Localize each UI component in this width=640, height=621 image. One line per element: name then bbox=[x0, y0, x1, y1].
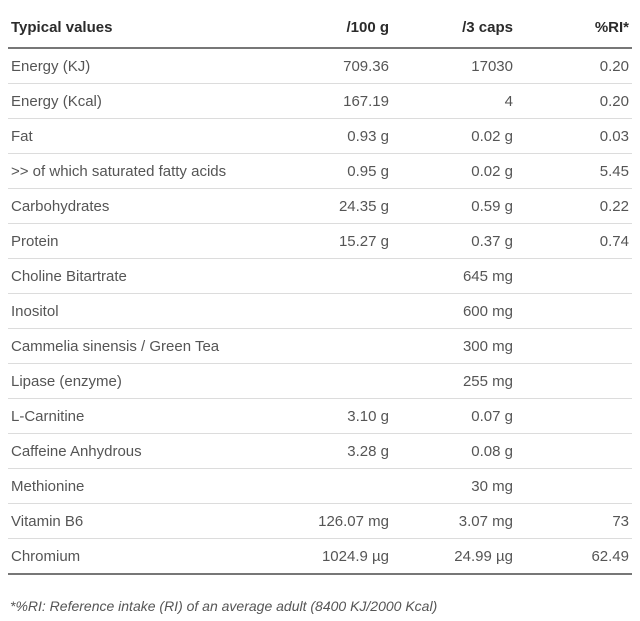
per-3-caps-value: 0.02 g bbox=[392, 118, 516, 154]
per-3-caps-value: 30 mg bbox=[392, 468, 516, 504]
ri-value: 0.20 bbox=[516, 48, 632, 84]
per-3-caps-value: 0.59 g bbox=[392, 188, 516, 224]
table-row: Inositol 600 mg bbox=[8, 293, 632, 329]
ri-value bbox=[516, 328, 632, 364]
table-row: Vitamin B6 126.07 mg 3.07 mg 73 bbox=[8, 503, 632, 539]
nutrient-name: Methionine bbox=[8, 468, 266, 504]
table-row: Choline Bitartrate 645 mg bbox=[8, 258, 632, 294]
table-row: Lipase (enzyme) 255 mg bbox=[8, 363, 632, 399]
nutrient-name: Cammelia sinensis / Green Tea bbox=[8, 328, 266, 364]
table-row: L-Carnitine 3.10 g 0.07 g bbox=[8, 398, 632, 434]
per-100g-value: 126.07 mg bbox=[266, 503, 392, 539]
per-3-caps-value: 24.99 µg bbox=[392, 538, 516, 575]
per-100g-value bbox=[266, 293, 392, 329]
per-100g-value: 0.93 g bbox=[266, 118, 392, 154]
per-3-caps-value: 4 bbox=[392, 83, 516, 119]
per-100g-value: 3.28 g bbox=[266, 433, 392, 469]
table-row: Energy (KJ) 709.36 17030 0.20 bbox=[8, 48, 632, 84]
table-row: Fat 0.93 g 0.02 g 0.03 bbox=[8, 118, 632, 154]
per-100g-value bbox=[266, 258, 392, 294]
table-row: Caffeine Anhydrous 3.28 g 0.08 g bbox=[8, 433, 632, 469]
ri-value: 0.74 bbox=[516, 223, 632, 259]
per-100g-value: 709.36 bbox=[266, 48, 392, 84]
ri-value bbox=[516, 398, 632, 434]
per-3-caps-value: 0.08 g bbox=[392, 433, 516, 469]
nutrient-name: Caffeine Anhydrous bbox=[8, 433, 266, 469]
ri-value bbox=[516, 258, 632, 294]
per-100g-value bbox=[266, 328, 392, 364]
per-3-caps-value: 300 mg bbox=[392, 328, 516, 364]
nutrient-name: Energy (KJ) bbox=[8, 48, 266, 84]
table-row: Protein 15.27 g 0.37 g 0.74 bbox=[8, 223, 632, 259]
nutrition-table: Typical values /100 g /3 caps %RI* Energ… bbox=[8, 8, 632, 575]
nutrient-name: Chromium bbox=[8, 538, 266, 575]
ri-value bbox=[516, 293, 632, 329]
per-3-caps-value: 600 mg bbox=[392, 293, 516, 329]
ri-value: 0.22 bbox=[516, 188, 632, 224]
per-100g-value: 167.19 bbox=[266, 83, 392, 119]
per-3-caps-value: 3.07 mg bbox=[392, 503, 516, 539]
per-3-caps-value: 255 mg bbox=[392, 363, 516, 399]
ri-value: 0.03 bbox=[516, 118, 632, 154]
header-typical-values: Typical values bbox=[8, 8, 266, 49]
per-3-caps-value: 645 mg bbox=[392, 258, 516, 294]
ri-value: 5.45 bbox=[516, 153, 632, 189]
nutrient-name: Protein bbox=[8, 223, 266, 259]
ri-value: 62.49 bbox=[516, 538, 632, 575]
nutrient-name: Energy (Kcal) bbox=[8, 83, 266, 119]
ri-value bbox=[516, 433, 632, 469]
per-100g-value bbox=[266, 363, 392, 399]
per-3-caps-value: 0.02 g bbox=[392, 153, 516, 189]
table-row: >> of which saturated fatty acids 0.95 g… bbox=[8, 153, 632, 189]
nutrient-name: Inositol bbox=[8, 293, 266, 329]
ri-value bbox=[516, 468, 632, 504]
ri-value bbox=[516, 363, 632, 399]
per-100g-value: 24.35 g bbox=[266, 188, 392, 224]
nutrient-name: Fat bbox=[8, 118, 266, 154]
per-100g-value: 15.27 g bbox=[266, 223, 392, 259]
nutrient-name: Lipase (enzyme) bbox=[8, 363, 266, 399]
per-3-caps-value: 0.07 g bbox=[392, 398, 516, 434]
per-100g-value: 3.10 g bbox=[266, 398, 392, 434]
table-body: Energy (KJ) 709.36 17030 0.20 Energy (Kc… bbox=[8, 48, 632, 575]
per-100g-value bbox=[266, 468, 392, 504]
per-100g-value: 0.95 g bbox=[266, 153, 392, 189]
ri-value: 0.20 bbox=[516, 83, 632, 119]
table-header: Typical values /100 g /3 caps %RI* bbox=[8, 8, 632, 49]
table-row: Energy (Kcal) 167.19 4 0.20 bbox=[8, 83, 632, 119]
header-ri-percent: %RI* bbox=[516, 8, 632, 49]
per-100g-value: 1024.9 µg bbox=[266, 538, 392, 575]
header-per-3-caps: /3 caps bbox=[392, 8, 516, 49]
ri-value: 73 bbox=[516, 503, 632, 539]
nutrient-name: Carbohydrates bbox=[8, 188, 266, 224]
table-row: Methionine 30 mg bbox=[8, 468, 632, 504]
table-row: Carbohydrates 24.35 g 0.59 g 0.22 bbox=[8, 188, 632, 224]
nutrient-name: >> of which saturated fatty acids bbox=[8, 153, 266, 189]
nutrient-name: Vitamin B6 bbox=[8, 503, 266, 539]
table-row: Cammelia sinensis / Green Tea 300 mg bbox=[8, 328, 632, 364]
nutrient-name: Choline Bitartrate bbox=[8, 258, 266, 294]
per-3-caps-value: 0.37 g bbox=[392, 223, 516, 259]
nutrient-name: L-Carnitine bbox=[8, 398, 266, 434]
ri-footnote: *%RI: Reference intake (RI) of an averag… bbox=[10, 598, 438, 614]
table-row: Chromium 1024.9 µg 24.99 µg 62.49 bbox=[8, 538, 632, 575]
header-row: Typical values /100 g /3 caps %RI* bbox=[8, 8, 632, 49]
header-per-100g: /100 g bbox=[266, 8, 392, 49]
per-3-caps-value: 17030 bbox=[392, 48, 516, 84]
